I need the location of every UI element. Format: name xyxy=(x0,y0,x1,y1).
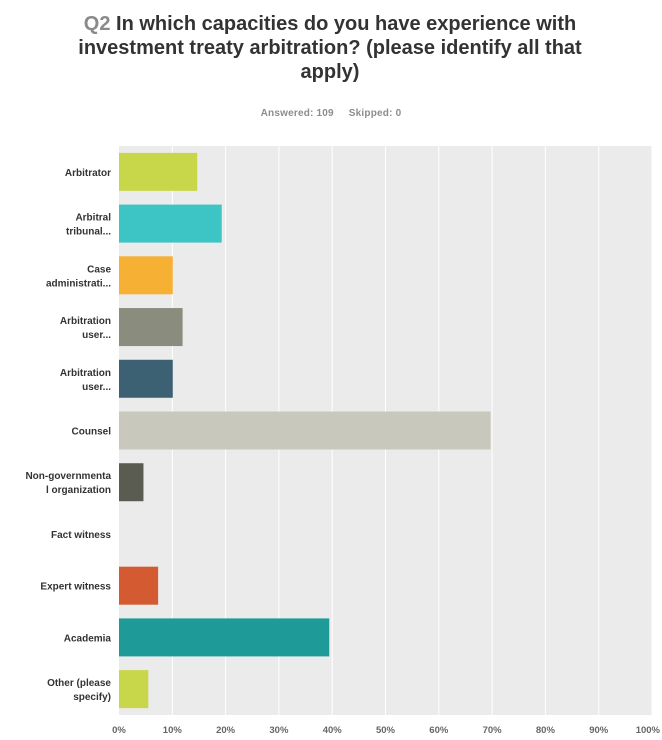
x-tick-label: 50% xyxy=(376,725,396,736)
bar xyxy=(119,411,491,450)
x-tick-label: 20% xyxy=(216,725,236,736)
x-tick-label: 30% xyxy=(269,725,289,736)
response-stats: Answered: 109 Skipped: 0 xyxy=(0,108,662,119)
bar xyxy=(119,308,183,347)
skipped-count: Skipped: 0 xyxy=(348,108,402,119)
category-label: Non-governmenta l organization xyxy=(25,471,111,496)
bar xyxy=(119,463,144,502)
answered-count: Answered: 109 xyxy=(260,108,334,119)
category-label: Counsel xyxy=(72,427,112,438)
category-label: Academia xyxy=(64,633,112,644)
x-tick-label: 100% xyxy=(636,725,661,736)
x-tick-label: 60% xyxy=(429,725,449,736)
question-text: In which capacities do you have experien… xyxy=(78,13,582,83)
category-label: Arbitration user... xyxy=(60,316,111,341)
x-tick-label: 70% xyxy=(483,725,503,736)
bar xyxy=(119,256,173,295)
x-tick-label: 80% xyxy=(536,725,556,736)
category-label: Arbitration user... xyxy=(60,368,111,393)
x-tick-label: 90% xyxy=(589,725,609,736)
category-labels: Arbitrator Arbitral tribunal... Case adminis… xyxy=(25,168,111,703)
x-tick-label: 0% xyxy=(112,725,126,736)
bar xyxy=(119,670,149,709)
bar xyxy=(119,152,198,191)
x-tick-label: 40% xyxy=(323,725,343,736)
x-tick-label: 10% xyxy=(163,725,183,736)
bar xyxy=(119,618,330,657)
category-label: Fact witness xyxy=(51,530,111,541)
category-label: Case administrati... xyxy=(46,264,111,289)
category-label: Other (please specify) xyxy=(47,678,111,703)
x-axis-ticks: 0% 10% 20% 30% 40% 50% 60% 70% 80% 90% 100% xyxy=(112,725,660,736)
category-label: Expert witness xyxy=(40,582,111,593)
category-label: Arbitrator xyxy=(65,168,111,179)
bar xyxy=(119,204,222,243)
category-label: Arbitral tribunal... xyxy=(66,213,111,238)
bars xyxy=(119,152,491,709)
question-number: Q2 xyxy=(83,13,111,35)
chart-title: Q2 In which capacities do you have exper… xyxy=(60,12,600,84)
bar xyxy=(119,359,173,398)
bar xyxy=(119,566,159,605)
